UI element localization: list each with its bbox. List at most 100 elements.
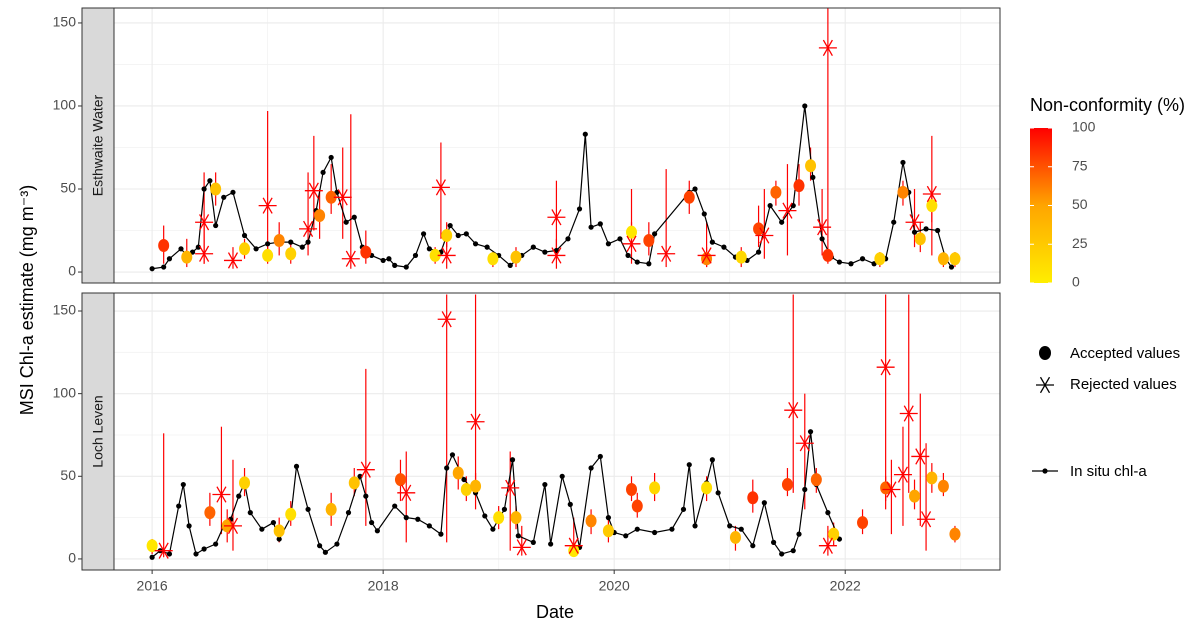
rejected-point: [622, 235, 641, 252]
star-stroke: [158, 542, 169, 559]
rejected-point: [437, 247, 456, 264]
in-situ-point: [221, 194, 227, 200]
accepted-point: [181, 250, 193, 264]
accepted-point: [874, 252, 886, 266]
in-situ-point: [588, 465, 594, 471]
in-situ-point: [288, 239, 294, 245]
in-situ-point: [810, 174, 816, 180]
star-stroke: [551, 247, 562, 264]
star-stroke: [227, 517, 239, 535]
accepted-point: [325, 190, 337, 204]
in-situ-point: [617, 236, 623, 242]
in-situ-point: [444, 465, 450, 471]
in-situ-point: [426, 246, 432, 252]
rejected-point: [258, 197, 277, 214]
star-stroke: [626, 235, 637, 252]
in-situ-point: [948, 264, 955, 270]
star-stroke: [401, 484, 412, 501]
accepted-point: [937, 252, 949, 266]
in-situ-point: [230, 189, 236, 195]
in-situ-point: [900, 159, 906, 166]
in-situ-point: [149, 266, 155, 272]
in-situ-point: [750, 543, 756, 549]
accepted-point: [781, 478, 793, 492]
in-situ-point: [790, 548, 796, 554]
panel-border: [113, 292, 1001, 571]
rejected-point: [778, 202, 797, 219]
star-stroke: [505, 479, 516, 497]
in-situ-point: [727, 523, 733, 529]
y-tick-label: 50: [60, 180, 76, 196]
accepted-point: [585, 514, 597, 528]
in-situ-point: [461, 476, 467, 483]
y-tick-label: 100: [53, 384, 77, 400]
star-stroke: [909, 214, 920, 231]
in-situ-point: [213, 222, 219, 229]
accepted-point: [210, 182, 222, 196]
accepted-point: [735, 250, 747, 264]
in-situ-point: [265, 241, 271, 247]
star-stroke: [926, 185, 937, 203]
in-situ-point: [186, 523, 192, 529]
star-stroke: [345, 250, 356, 267]
in-situ-point: [634, 259, 640, 265]
in-situ-point: [692, 186, 698, 192]
accepted-point: [285, 247, 297, 261]
y-axis-title: MSI Chl-a estimate (mg m⁻³): [17, 185, 37, 416]
in-situ-point: [859, 256, 866, 262]
in-situ-point: [374, 528, 380, 534]
panel-background: [114, 293, 1000, 570]
accepted-point: [204, 506, 216, 520]
accepted-point: [273, 524, 285, 538]
star-stroke: [216, 486, 227, 503]
in-situ-point: [623, 533, 629, 539]
x-tick-label: 2022: [830, 578, 861, 594]
in-situ-point: [770, 539, 777, 545]
in-situ-point: [692, 523, 698, 529]
star-stroke: [817, 219, 828, 236]
in-situ-point: [605, 515, 612, 521]
star-stroke: [799, 435, 810, 452]
star-stroke: [701, 247, 712, 264]
rejected-point: [755, 227, 774, 244]
colorbar-tick-label: 75: [1072, 157, 1088, 173]
in-situ-point: [149, 554, 155, 560]
accepted-point: [568, 544, 580, 558]
star-stroke: [227, 252, 239, 269]
rejected-point: [223, 517, 242, 535]
in-situ-point: [438, 531, 444, 537]
in-situ-point: [207, 178, 213, 184]
star-stroke: [903, 405, 914, 422]
rejected-point: [333, 189, 352, 206]
accepted-point: [348, 476, 360, 490]
in-situ-point: [530, 244, 536, 250]
in-situ-point: [412, 252, 419, 259]
rejected-point: [697, 247, 716, 264]
in-situ-point: [334, 541, 340, 547]
in-situ-point: [259, 526, 265, 532]
in-situ-point: [796, 531, 802, 537]
y-tick-label: 150: [53, 14, 77, 30]
rejected-point: [299, 220, 318, 238]
in-situ-point: [548, 541, 554, 547]
legend-label: Accepted values: [1070, 345, 1180, 362]
y-tick-label: 0: [68, 263, 76, 279]
accepted-point: [273, 233, 285, 247]
accepted-point: [926, 471, 938, 485]
star-stroke: [782, 202, 793, 219]
star-stroke: [516, 539, 527, 556]
star-stroke: [199, 245, 210, 262]
legend-in-situ-key: [1042, 468, 1048, 474]
in-situ-point: [686, 462, 692, 468]
in-situ-point: [299, 244, 305, 250]
star-stroke: [661, 245, 672, 262]
colorbar-title: Non-conformity (%): [1030, 95, 1185, 115]
in-situ-point: [176, 503, 182, 509]
accepted-point: [909, 489, 921, 503]
in-situ-point: [449, 452, 456, 458]
in-situ-point: [317, 543, 323, 549]
in-situ-point: [386, 256, 392, 262]
accepted-point: [793, 179, 805, 193]
rejected-point: [876, 359, 895, 376]
